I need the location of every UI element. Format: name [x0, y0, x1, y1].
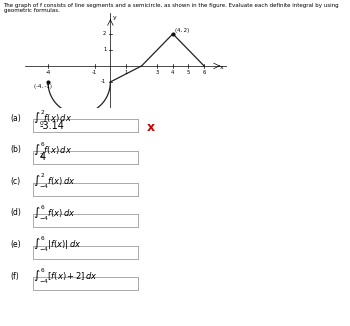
Text: (-4, -1): (-4, -1) — [34, 83, 52, 89]
Text: x: x — [219, 66, 223, 70]
Text: (4, 2): (4, 2) — [175, 28, 189, 33]
Text: x: x — [147, 121, 155, 134]
Text: 3: 3 — [156, 70, 159, 75]
Text: 2: 2 — [103, 31, 106, 37]
Text: 1: 1 — [124, 70, 128, 75]
Text: $\int_{2}^{6} f(x)\, dx$: $\int_{2}^{6} f(x)\, dx$ — [33, 140, 72, 160]
Text: -1: -1 — [101, 80, 106, 84]
Text: $\int_{-4}^{6} |f(x)|\, dx$: $\int_{-4}^{6} |f(x)|\, dx$ — [33, 234, 82, 255]
Text: The graph of f consists of line segments and a semicircle, as shown in the figur: The graph of f consists of line segments… — [4, 3, 339, 13]
Text: $\int_{-4}^{6} f(x)\, dx$: $\int_{-4}^{6} f(x)\, dx$ — [33, 203, 76, 223]
Text: (a): (a) — [10, 113, 21, 123]
Text: 4: 4 — [171, 70, 175, 75]
Text: (c): (c) — [10, 177, 21, 186]
Text: -4: -4 — [45, 70, 50, 75]
Text: $\int_{0}^{2} f(x)\, dx$: $\int_{0}^{2} f(x)\, dx$ — [33, 108, 72, 128]
Text: y: y — [113, 15, 117, 20]
Text: 1: 1 — [103, 47, 106, 52]
Text: 6: 6 — [202, 70, 206, 75]
Text: (b): (b) — [10, 145, 21, 154]
Text: $\int_{-4}^{2} f(x)\, dx$: $\int_{-4}^{2} f(x)\, dx$ — [33, 171, 76, 191]
Text: (f): (f) — [10, 272, 19, 281]
Text: 4: 4 — [40, 153, 46, 162]
Text: (d): (d) — [10, 208, 21, 217]
Text: -1: -1 — [92, 70, 97, 75]
Text: $\int_{-4}^{6} [f(x)+2]\, dx$: $\int_{-4}^{6} [f(x)+2]\, dx$ — [33, 266, 98, 286]
Text: 5: 5 — [187, 70, 190, 75]
Text: (e): (e) — [10, 240, 21, 249]
Text: -3.14: -3.14 — [40, 121, 64, 131]
